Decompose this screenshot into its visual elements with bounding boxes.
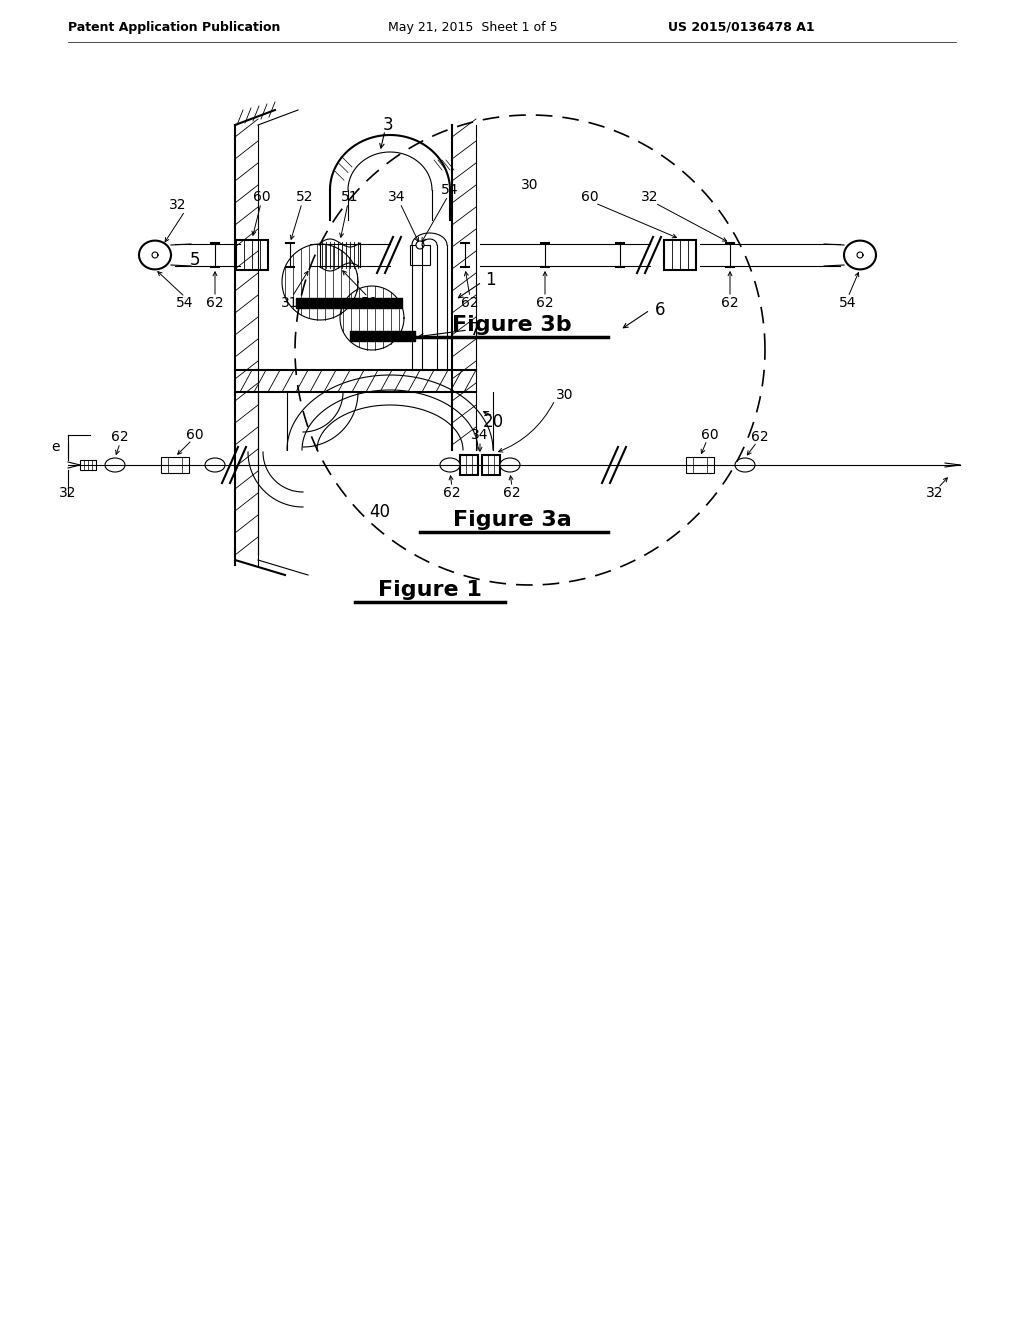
Ellipse shape	[416, 242, 424, 249]
Bar	[410, 246, 430, 265]
Text: Figure 3b: Figure 3b	[453, 315, 571, 335]
Ellipse shape	[205, 458, 225, 473]
Text: 54: 54	[441, 183, 459, 197]
Text: 50: 50	[361, 296, 379, 310]
Text: 62: 62	[112, 430, 129, 444]
Text: 7: 7	[470, 321, 480, 339]
Text: 31: 31	[282, 296, 299, 310]
Bar	[236, 240, 268, 271]
Bar	[482, 455, 500, 475]
Text: 62: 62	[721, 296, 738, 310]
Text: 60: 60	[186, 428, 204, 442]
Text: 54: 54	[176, 296, 194, 310]
Text: 60: 60	[701, 428, 719, 442]
Bar	[161, 457, 189, 473]
Text: Figure 3a: Figure 3a	[453, 510, 571, 531]
Text: 60: 60	[253, 190, 270, 205]
Text: 32: 32	[641, 190, 658, 205]
Ellipse shape	[500, 458, 520, 473]
Ellipse shape	[105, 458, 125, 473]
Bar	[686, 457, 714, 473]
Text: May 21, 2015  Sheet 1 of 5: May 21, 2015 Sheet 1 of 5	[388, 21, 558, 33]
Bar	[80, 459, 96, 470]
Text: 60: 60	[582, 190, 599, 205]
Text: 62: 62	[752, 430, 769, 444]
Text: Figure 1: Figure 1	[378, 579, 482, 601]
Text: 30: 30	[556, 388, 573, 403]
Text: 62: 62	[503, 486, 521, 500]
Text: 34: 34	[471, 428, 488, 442]
Text: 34: 34	[388, 190, 406, 205]
Text: 62: 62	[206, 296, 224, 310]
Text: 32: 32	[59, 486, 77, 500]
Ellipse shape	[735, 458, 755, 473]
Text: 32: 32	[927, 486, 944, 500]
Text: 5: 5	[189, 251, 201, 269]
Text: Patent Application Publication: Patent Application Publication	[68, 21, 281, 33]
Text: 6: 6	[654, 301, 666, 319]
Text: 54: 54	[840, 296, 857, 310]
Text: 62: 62	[537, 296, 554, 310]
Text: 40: 40	[370, 503, 390, 521]
Bar	[664, 240, 696, 271]
Text: 52: 52	[296, 190, 313, 205]
Bar	[460, 455, 478, 475]
Text: 51: 51	[341, 190, 358, 205]
Text: 20: 20	[482, 413, 504, 432]
Ellipse shape	[440, 458, 460, 473]
Text: 32: 32	[169, 198, 186, 213]
Text: 1: 1	[484, 271, 496, 289]
Text: 62: 62	[443, 486, 461, 500]
Text: e: e	[51, 440, 59, 454]
Text: 3: 3	[383, 116, 393, 135]
Text: 30: 30	[521, 178, 539, 191]
Text: US 2015/0136478 A1: US 2015/0136478 A1	[668, 21, 815, 33]
Text: 62: 62	[461, 296, 479, 310]
